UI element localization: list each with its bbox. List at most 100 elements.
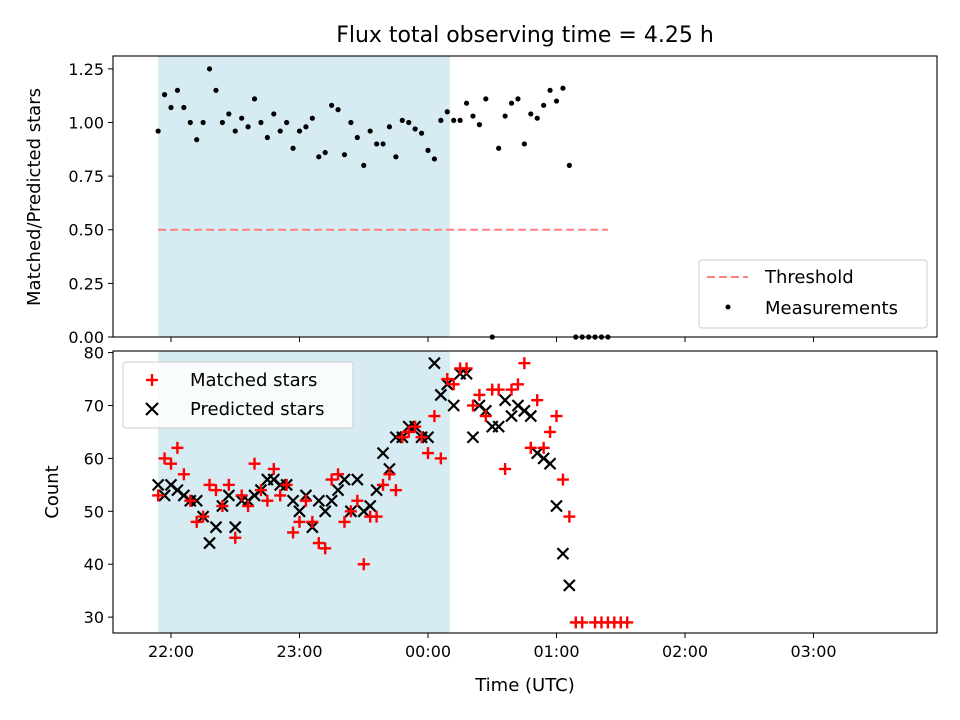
measurement-point — [547, 87, 553, 93]
matched-star-point — [293, 515, 306, 528]
y-tick-label: 70 — [84, 396, 104, 415]
chart-title: Flux total observing time = 4.25 h — [336, 23, 714, 48]
matched-star-point — [460, 362, 473, 375]
measurement-point — [348, 119, 354, 126]
matched-star-point — [222, 478, 235, 491]
measurement-point — [168, 104, 174, 111]
measurement-point — [444, 109, 450, 115]
y-tick-label: 1.25 — [68, 60, 104, 79]
matched-star-point — [415, 431, 428, 444]
matched-star-point — [531, 394, 544, 407]
legend-threshold-label: Threshold — [764, 267, 854, 288]
predicted-star-point — [151, 478, 165, 492]
measurement-point — [271, 111, 277, 117]
predicted-star-point — [543, 457, 557, 470]
predicted-star-point — [312, 494, 326, 508]
top-axes-frame — [112, 55, 938, 338]
matched-star-point — [190, 515, 203, 528]
measurement-point — [187, 119, 193, 126]
predicted-star-point — [331, 483, 345, 497]
y-tick-label: 30 — [84, 608, 104, 627]
x-tick-label: 23:00 — [276, 642, 322, 661]
measurement-point — [393, 154, 399, 160]
matched-star-point — [184, 494, 197, 507]
measurement-point — [483, 96, 489, 102]
predicted-star-point — [203, 536, 216, 550]
measurement-point — [431, 156, 438, 162]
matched-star-point — [389, 484, 402, 497]
matched-star-point — [511, 378, 524, 391]
measurement-point — [290, 145, 296, 151]
matched-star-point — [505, 383, 518, 396]
measurement-point — [470, 113, 476, 119]
bottom-x-ticks: 22:00 23:00 00:00 01:00 02:00 03:00 — [148, 633, 837, 661]
matched-stars-series — [152, 357, 634, 629]
predicted-stars-series — [151, 356, 576, 592]
predicted-star-point — [190, 494, 203, 508]
predicted-star-point — [524, 409, 538, 423]
measurement-point — [322, 149, 328, 156]
matched-star-point — [518, 357, 531, 370]
predicted-star-point — [318, 505, 332, 518]
bottom-legend: Matched stars Predicted stars — [122, 361, 354, 429]
matched-star-point — [479, 410, 492, 423]
measurement-point — [303, 124, 309, 130]
predicted-star-point — [434, 388, 448, 402]
measurement-point — [528, 111, 534, 117]
matched-star-point — [287, 526, 300, 539]
measurement-point — [560, 85, 566, 91]
matched-star-point — [402, 425, 415, 438]
top-y-axis-label: Matched/Predicted stars — [24, 88, 45, 306]
measurement-point — [566, 162, 572, 168]
predicted-star-point — [466, 430, 480, 444]
measurement-point — [425, 147, 431, 153]
measurement-point — [451, 117, 457, 123]
y-tick-label: 0.50 — [68, 221, 104, 240]
predicted-star-point — [492, 420, 505, 433]
x-tick-label: 02:00 — [662, 642, 708, 661]
predicted-star-point — [325, 494, 338, 508]
predicted-star-point — [556, 547, 570, 560]
matched-star-point — [338, 515, 351, 528]
matched-star-point — [499, 462, 512, 475]
predicted-star-point — [228, 520, 242, 534]
measurement-point — [438, 117, 444, 123]
measurement-point — [367, 128, 373, 134]
matched-star-point — [621, 616, 634, 629]
matched-star-point — [158, 452, 171, 465]
measurement-point — [155, 128, 161, 134]
measurement-point — [258, 119, 264, 126]
matched-star-point — [152, 489, 165, 502]
predicted-star-point — [428, 356, 441, 370]
x-tick-label: 00:00 — [405, 642, 451, 661]
matched-star-point — [473, 388, 486, 401]
measurement-point — [534, 115, 540, 121]
legend-matched-swatch — [146, 374, 158, 386]
predicted-star-point — [209, 520, 223, 534]
matched-star-point — [332, 468, 345, 481]
measurement-point — [284, 119, 290, 126]
measurement-point — [251, 96, 258, 102]
x-axis-label: Time (UTC) — [474, 675, 575, 696]
matched-star-point — [319, 542, 332, 555]
measurement-point — [541, 102, 547, 108]
measurement-point — [206, 66, 213, 72]
top-y-ticks: 0.00 0.25 0.50 0.75 1.00 1.25 — [68, 60, 113, 347]
matched-star-point — [312, 537, 325, 550]
matched-star-point — [544, 425, 557, 438]
predicted-star-point — [421, 430, 435, 444]
predicted-star-point — [351, 473, 364, 486]
predicted-star-point — [293, 505, 306, 518]
y-tick-label: 0.25 — [68, 274, 104, 293]
measurement-point — [174, 87, 181, 93]
measurement-point — [329, 102, 335, 108]
y-tick-label: 1.00 — [68, 113, 104, 132]
matched-star-point — [203, 478, 216, 491]
measurement-point — [354, 134, 360, 141]
matched-star-point — [434, 452, 447, 465]
measurement-point — [418, 130, 425, 136]
matched-star-point — [242, 500, 255, 513]
measurement-point — [502, 113, 508, 119]
x-tick-label: 01:00 — [533, 642, 579, 661]
matched-star-point — [274, 489, 287, 502]
